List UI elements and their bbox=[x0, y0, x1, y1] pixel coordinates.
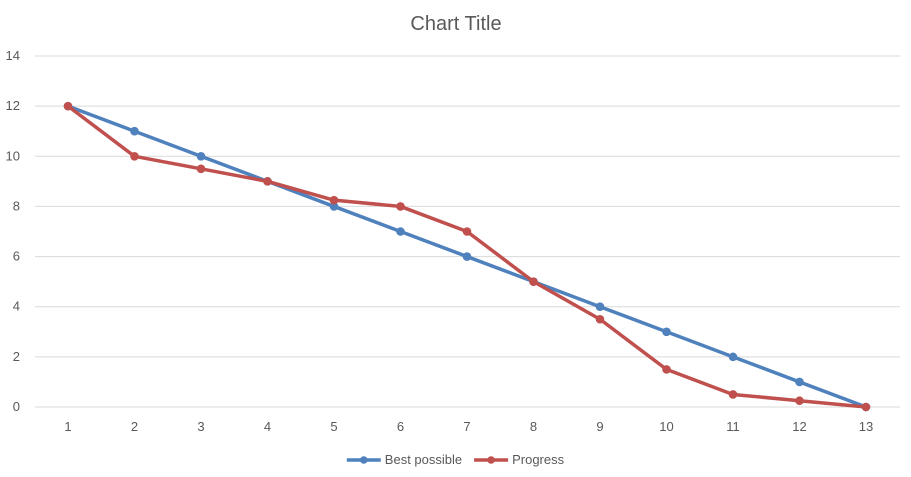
data-point bbox=[662, 327, 671, 337]
data-point bbox=[63, 101, 73, 111]
data-point bbox=[728, 352, 738, 362]
legend-swatch-marker bbox=[360, 456, 368, 464]
y-tick-label: 10 bbox=[6, 148, 20, 163]
x-tick-label: 9 bbox=[596, 419, 603, 434]
y-tick-label: 0 bbox=[13, 399, 20, 414]
legend-item: Progress bbox=[474, 452, 565, 467]
chart-title: Chart Title bbox=[410, 13, 501, 35]
data-point bbox=[130, 126, 139, 136]
legend-item: Best possible bbox=[346, 452, 462, 467]
data-point bbox=[595, 302, 605, 312]
y-axis-ticks: 0 2 4 6 8 10 12 14 bbox=[6, 48, 20, 414]
data-point bbox=[795, 377, 804, 387]
data-point bbox=[462, 252, 472, 261]
data-point bbox=[595, 314, 605, 324]
x-tick-label: 2 bbox=[131, 419, 138, 434]
data-point bbox=[728, 390, 738, 399]
legend-label: Best possible bbox=[385, 452, 462, 467]
data-point bbox=[196, 151, 206, 161]
y-tick-label: 14 bbox=[6, 48, 20, 63]
data-point bbox=[130, 151, 139, 161]
legend-swatch-marker bbox=[487, 456, 495, 464]
data-point bbox=[396, 227, 405, 236]
y-tick-label: 4 bbox=[13, 299, 20, 314]
x-tick-label: 3 bbox=[197, 419, 204, 434]
x-tick-label: 11 bbox=[726, 419, 740, 434]
data-point bbox=[462, 227, 472, 236]
data-point bbox=[662, 365, 671, 374]
y-tick-label: 12 bbox=[6, 98, 20, 113]
series-lines bbox=[63, 101, 871, 412]
x-tick-label: 5 bbox=[330, 419, 337, 434]
legend: Best possible Progress bbox=[346, 452, 565, 467]
x-tick-label: 13 bbox=[859, 419, 873, 434]
data-point bbox=[529, 277, 538, 286]
x-tick-label: 6 bbox=[397, 419, 404, 434]
series-1 bbox=[63, 101, 871, 412]
x-axis-ticks: 1 2 3 4 5 6 7 8 9 10 11 12 13 bbox=[64, 419, 873, 434]
gridlines bbox=[35, 55, 900, 408]
x-tick-label: 4 bbox=[264, 419, 271, 434]
x-tick-label: 1 bbox=[64, 419, 71, 434]
x-tick-label: 10 bbox=[659, 419, 673, 434]
legend-label: Progress bbox=[512, 452, 565, 467]
data-point bbox=[396, 202, 405, 211]
data-point bbox=[329, 195, 339, 205]
x-tick-label: 8 bbox=[530, 419, 537, 434]
y-tick-label: 8 bbox=[13, 198, 20, 213]
x-tick-label: 7 bbox=[463, 419, 470, 434]
x-tick-label: 12 bbox=[792, 419, 806, 434]
data-point bbox=[795, 396, 804, 406]
data-point bbox=[196, 164, 206, 174]
y-tick-label: 6 bbox=[13, 249, 20, 264]
data-point bbox=[861, 402, 871, 412]
data-point bbox=[263, 177, 272, 186]
y-tick-label: 2 bbox=[13, 349, 20, 364]
